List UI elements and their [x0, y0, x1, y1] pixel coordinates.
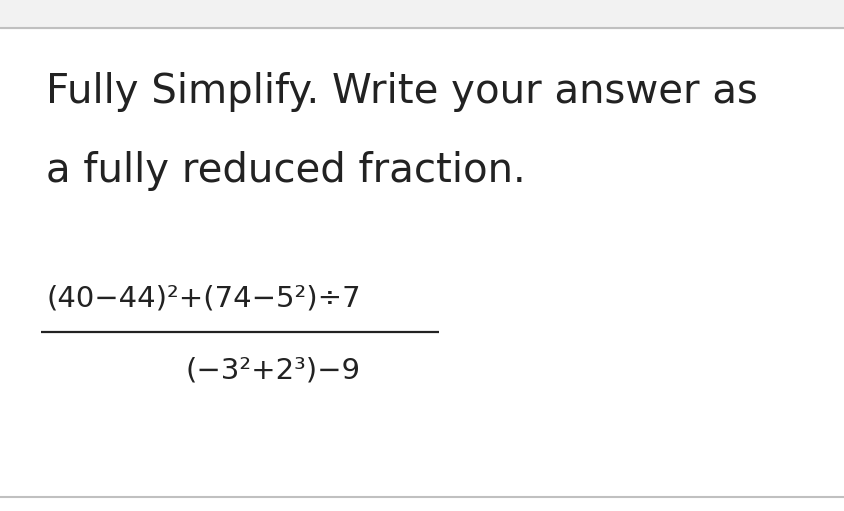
Text: a fully reduced fraction.: a fully reduced fraction.	[46, 151, 526, 191]
Text: (−3²+2³)−9: (−3²+2³)−9	[186, 357, 360, 384]
Bar	[0, 0, 844, 28]
Text: Fully Simplify. Write your answer as: Fully Simplify. Write your answer as	[46, 72, 757, 112]
Text: (40−44)²+(74−5²)÷7: (40−44)²+(74−5²)÷7	[46, 285, 360, 313]
